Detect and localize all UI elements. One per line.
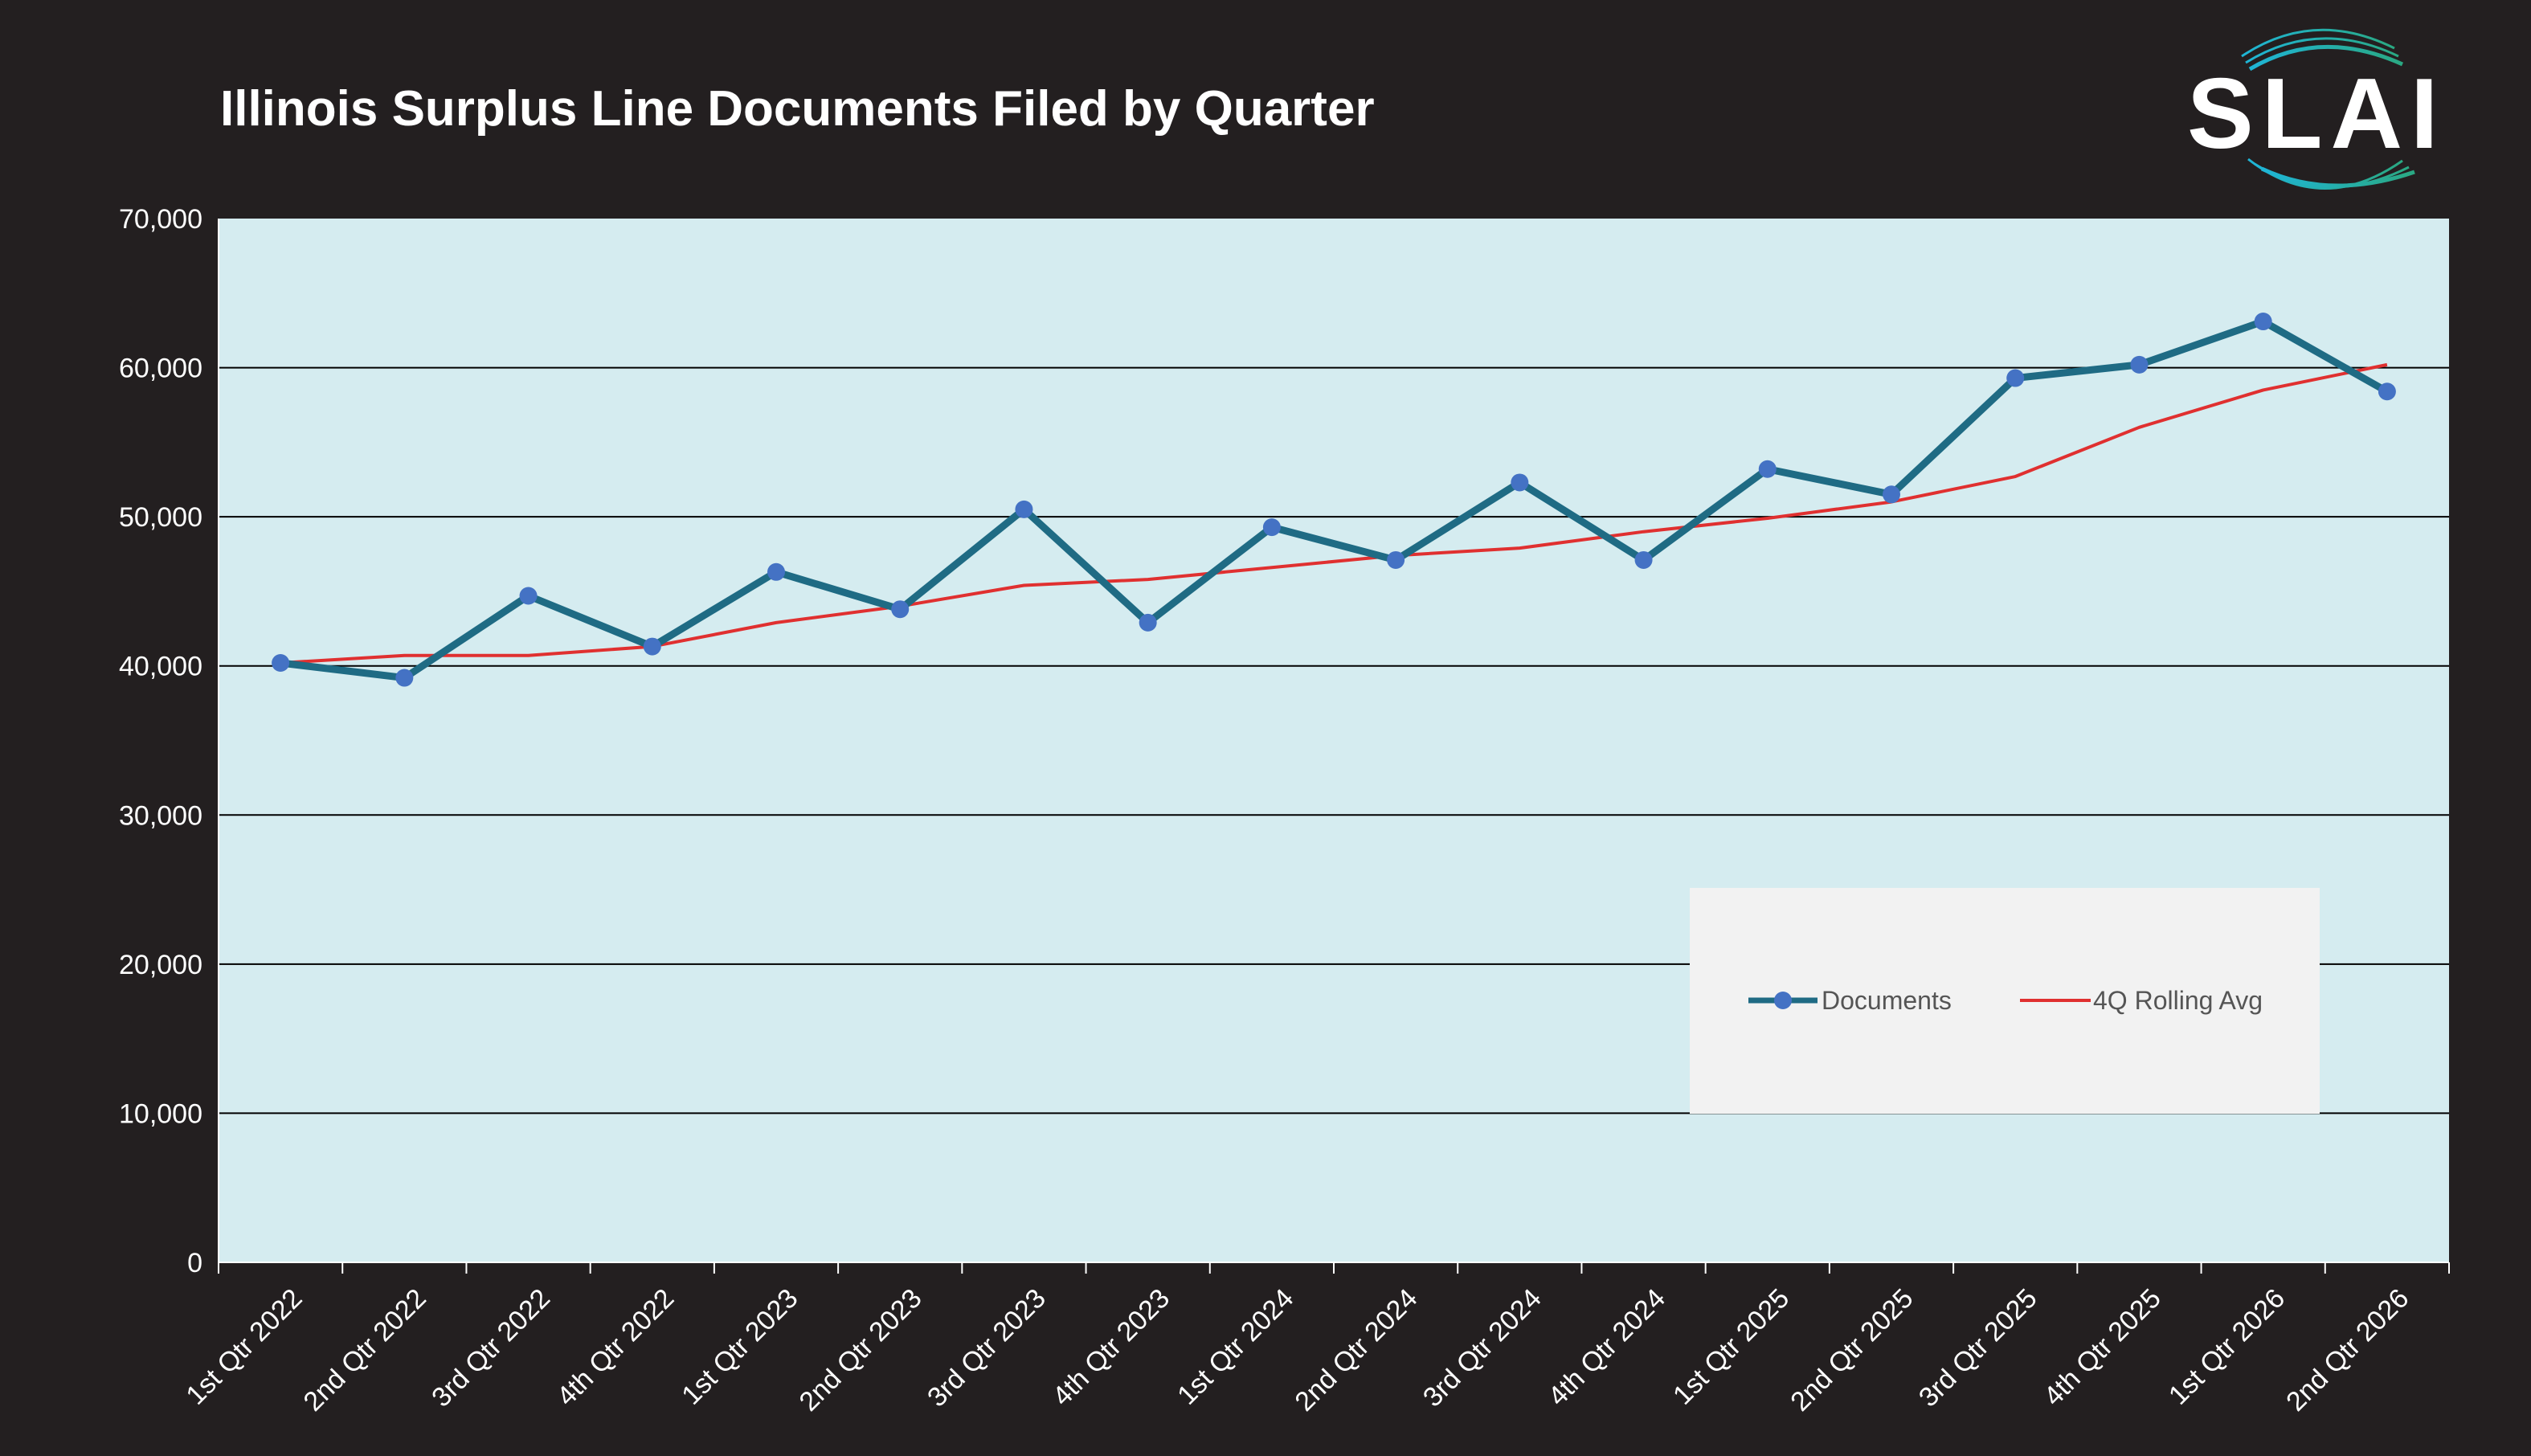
documents-point xyxy=(643,637,661,656)
documents-point xyxy=(891,600,910,619)
logo-arcs-icon xyxy=(2241,28,2415,190)
x-tick-label: 2nd Qtr 2023 xyxy=(793,1283,927,1417)
legend-documents-marker xyxy=(1774,992,1792,1009)
x-tick-label: 2nd Qtr 2025 xyxy=(1785,1283,1919,1417)
x-tick-label: 3rd Qtr 2025 xyxy=(1913,1283,2043,1413)
documents-point xyxy=(2130,355,2149,374)
x-tick-label: 1st Qtr 2022 xyxy=(180,1283,308,1411)
x-tick-label: 4th Qtr 2024 xyxy=(1543,1283,1672,1413)
x-tick-label: 4th Qtr 2025 xyxy=(2038,1283,2167,1413)
documents-point xyxy=(1139,613,1157,632)
documents-point xyxy=(1015,500,1033,518)
legend-documents-label: Documents xyxy=(1822,986,1952,1015)
series-documents-line xyxy=(280,317,2390,682)
y-tick-label: 40,000 xyxy=(119,652,202,682)
x-tick-label: 2nd Qtr 2026 xyxy=(2280,1283,2414,1417)
documents-point xyxy=(272,654,290,673)
chart-title: Illinois Surplus Line Documents Filed by… xyxy=(220,81,1375,137)
documents-point xyxy=(2254,313,2272,331)
documents-point xyxy=(1262,518,1281,537)
y-tick-label: 20,000 xyxy=(119,950,202,980)
documents-point xyxy=(1511,473,1529,492)
y-tick-label: 50,000 xyxy=(119,502,202,533)
documents-point xyxy=(1634,550,1653,569)
y-tick-label: 70,000 xyxy=(119,204,202,235)
slai-logo: SLAI xyxy=(2187,28,2446,190)
x-tick-label: 3rd Qtr 2024 xyxy=(1417,1283,1548,1413)
y-tick-label: 30,000 xyxy=(119,800,202,831)
x-tick-label: 2nd Qtr 2024 xyxy=(1289,1283,1423,1417)
x-tick-label: 2nd Qtr 2022 xyxy=(298,1283,432,1417)
documents-point xyxy=(767,562,785,581)
x-tick-label: 4th Qtr 2023 xyxy=(1047,1283,1176,1413)
documents-point xyxy=(2006,369,2025,387)
y-tick-label: 60,000 xyxy=(119,354,202,384)
x-tick-label: 4th Qtr 2022 xyxy=(551,1283,681,1413)
documents-point xyxy=(1758,460,1777,478)
documents-point xyxy=(519,587,538,605)
series-layer xyxy=(272,313,2396,687)
axes xyxy=(218,219,2450,1274)
documents-point xyxy=(2378,382,2396,401)
x-tick-label: 1st Qtr 2025 xyxy=(1667,1283,1795,1411)
documents-point xyxy=(1387,550,1405,569)
x-tick-label: 1st Qtr 2026 xyxy=(2163,1283,2291,1411)
y-tick-labels: 0 10,000 20,000 30,000 40,000 50,000 60,000 70,… xyxy=(119,204,202,1278)
series-rolling-avg-line xyxy=(280,362,2388,665)
y-tick-label: 0 xyxy=(187,1248,202,1278)
x-tick-label: 1st Qtr 2024 xyxy=(1171,1283,1299,1411)
logo-text: SLAI xyxy=(2187,59,2446,170)
x-tick-label: 3rd Qtr 2022 xyxy=(426,1283,556,1413)
x-tick-label: 1st Qtr 2023 xyxy=(676,1283,803,1411)
legend: Documents 4Q Rolling Avg xyxy=(1690,888,2320,1114)
legend-rolling-avg-label: 4Q Rolling Avg xyxy=(2093,986,2263,1015)
documents-point xyxy=(395,669,414,687)
x-tick-label: 3rd Qtr 2023 xyxy=(922,1283,1052,1413)
y-tick-label: 10,000 xyxy=(119,1098,202,1129)
documents-point xyxy=(1883,485,1900,504)
